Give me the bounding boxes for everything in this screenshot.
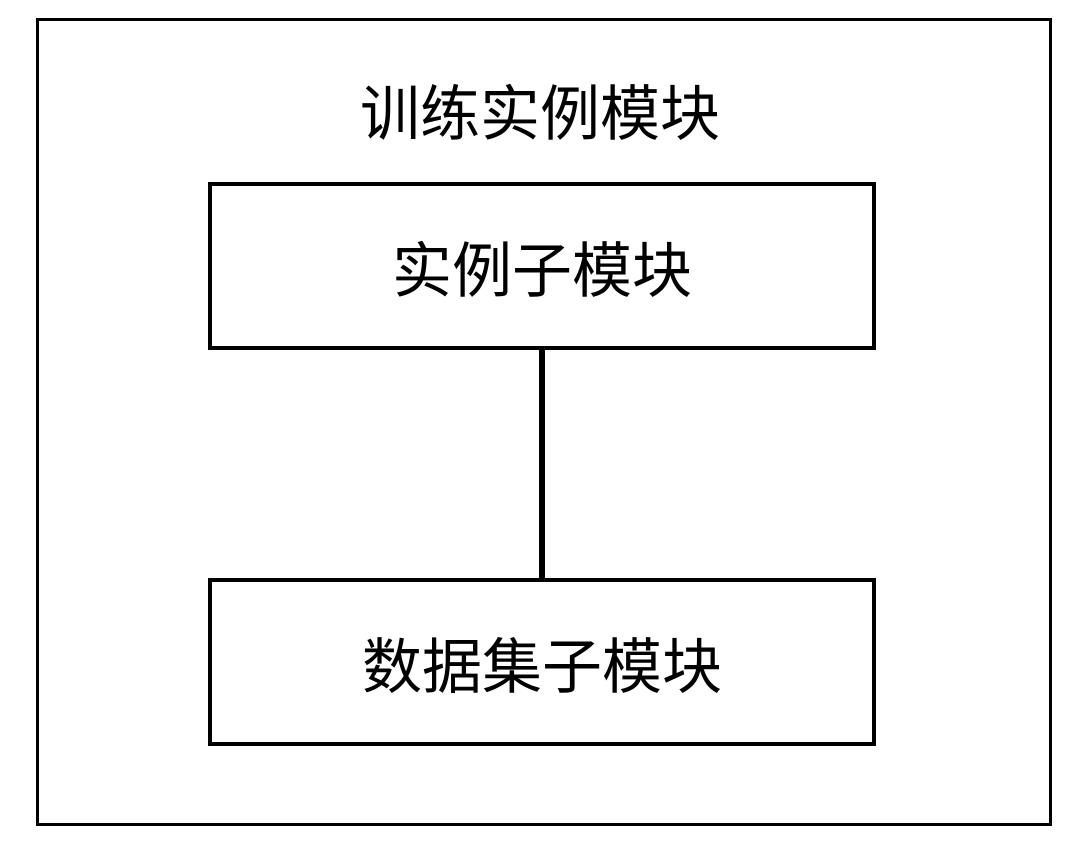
module-title: 训练实例模块 [360, 66, 720, 153]
dataset-submodule-label: 数据集子模块 [362, 619, 722, 706]
diagram-canvas: 训练实例模块 实例子模块 数据集子模块 [0, 0, 1086, 849]
connector-line [539, 350, 545, 578]
dataset-submodule-node: 数据集子模块 [208, 578, 876, 746]
instance-submodule-label: 实例子模块 [392, 223, 692, 310]
instance-submodule-node: 实例子模块 [208, 182, 876, 350]
